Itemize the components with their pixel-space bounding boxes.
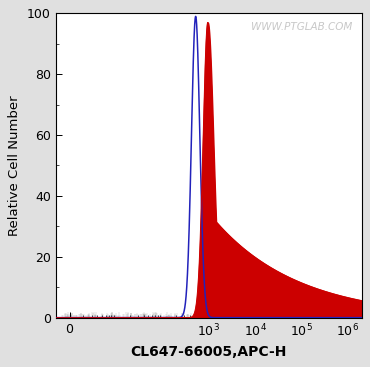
Y-axis label: Relative Cell Number: Relative Cell Number bbox=[9, 95, 21, 236]
Text: WWW.PTGLAB.COM: WWW.PTGLAB.COM bbox=[251, 22, 353, 32]
X-axis label: CL647-66005,APC-H: CL647-66005,APC-H bbox=[131, 345, 287, 359]
